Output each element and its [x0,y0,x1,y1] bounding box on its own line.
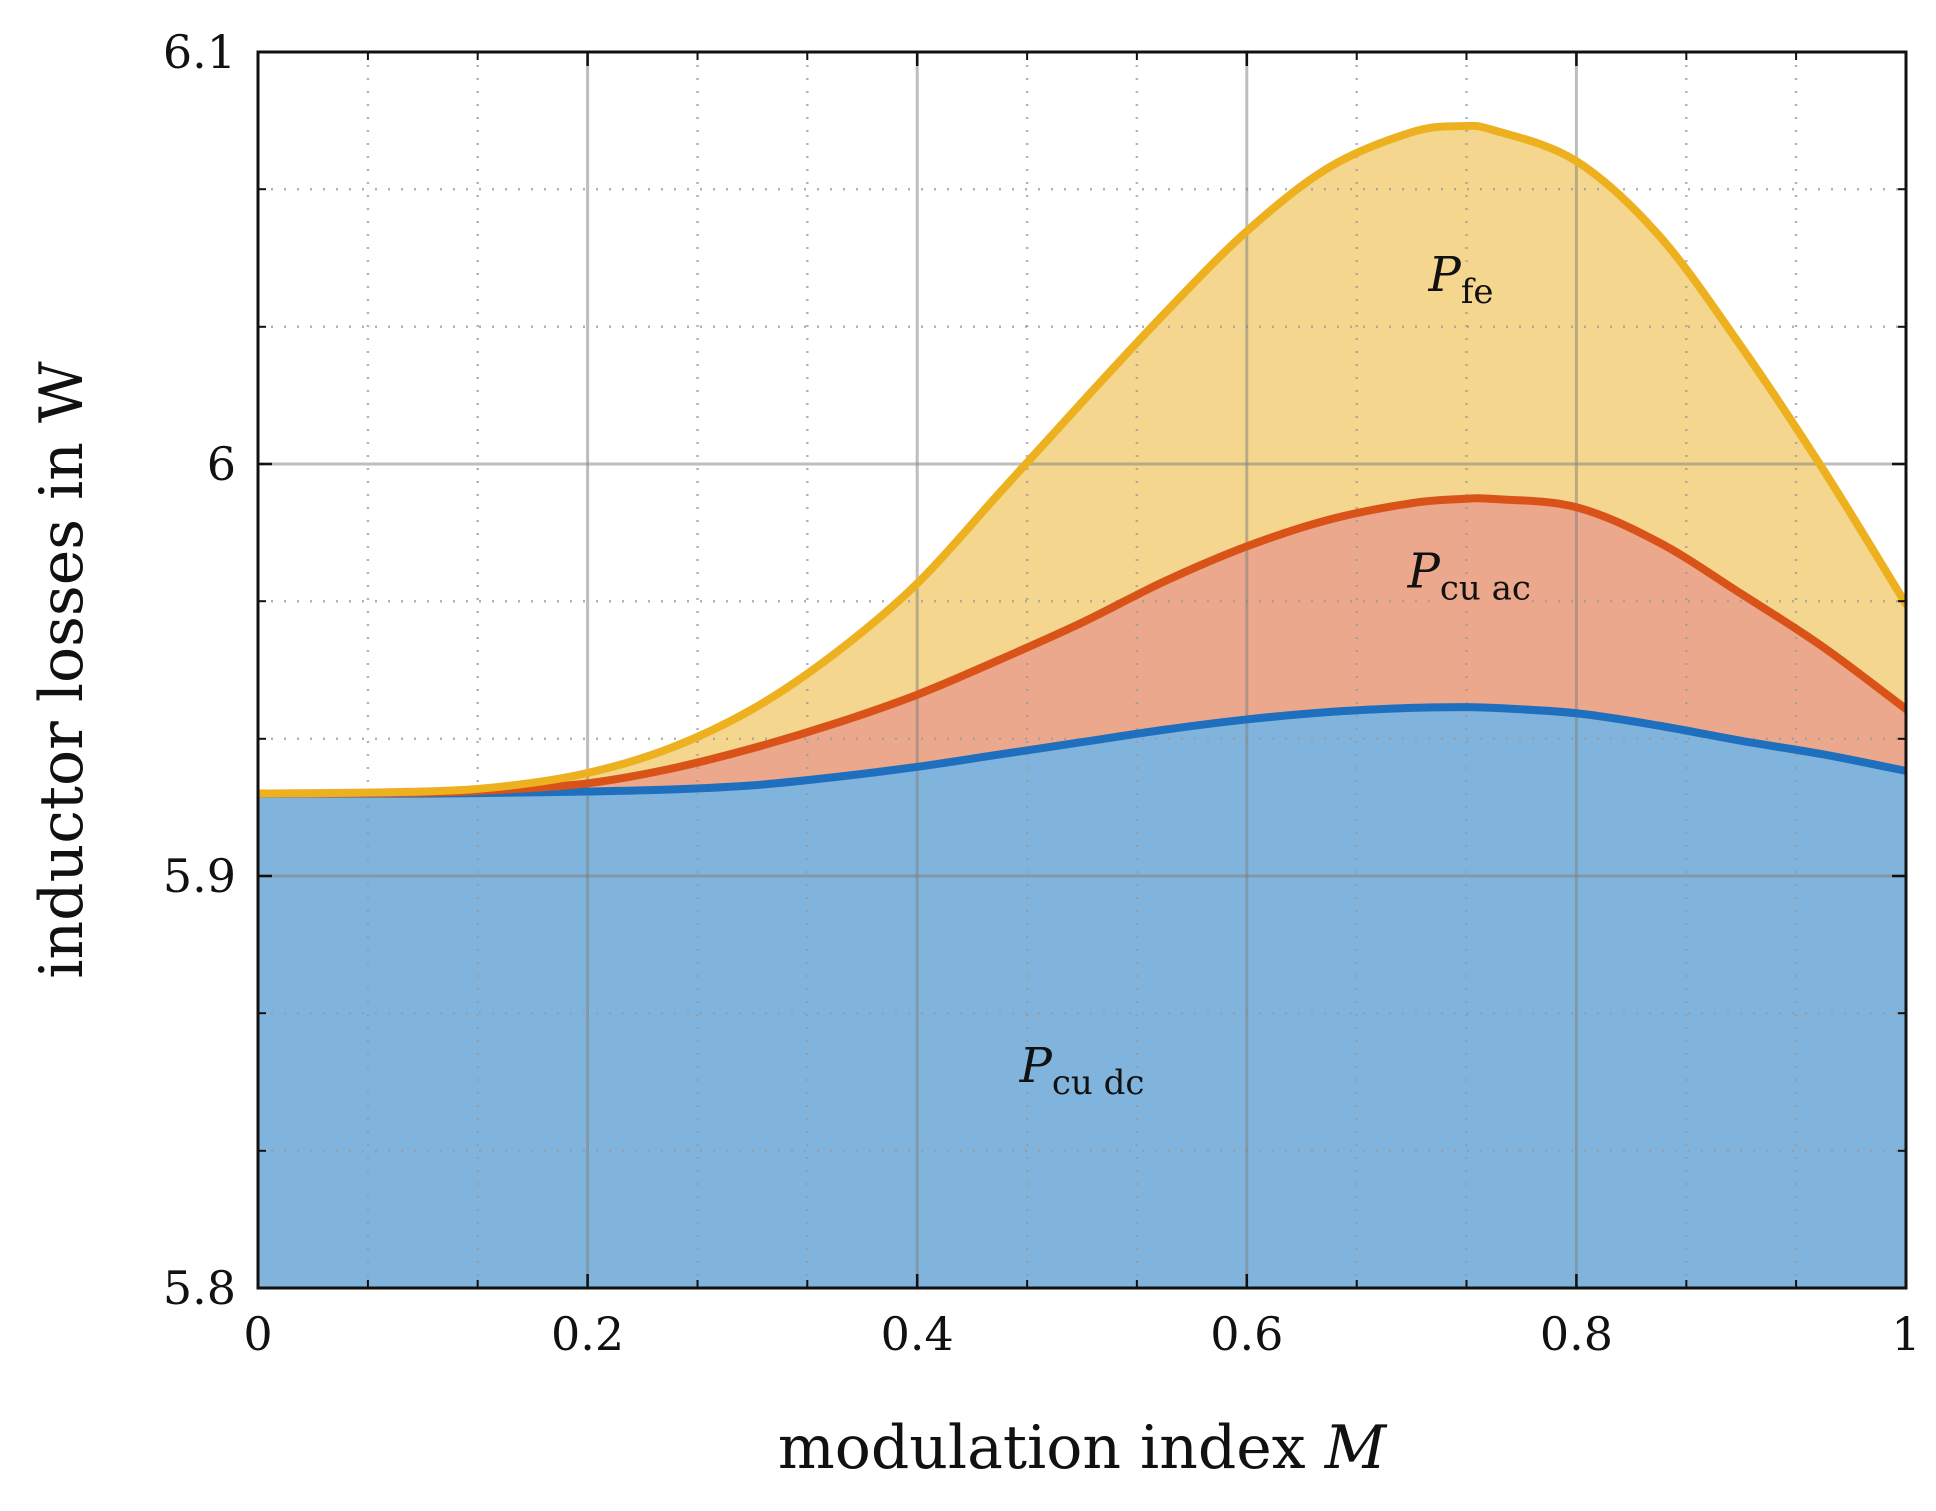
area-label-sub: cu ac [1440,569,1531,609]
plot-frame [256,50,1908,1290]
area-label-main: P [1428,247,1462,303]
x-tick-label: 1 [1891,1307,1920,1361]
area-label-sub: cu dc [1052,1063,1145,1103]
area-layer [258,125,1906,1288]
label-layer: 0 0.2 0.4 0.6 0.8 1 5.8 5.9 6 6.1 modulation index… [27,25,1921,1483]
area-label-main: P [1407,544,1441,600]
area-label-cu-ac: Pcu ac [1407,544,1531,609]
x-tick-label: 0.2 [551,1307,624,1361]
area-cu-dc [258,707,1906,1288]
x-axis-title: modulation index M [778,1413,1388,1483]
y-tick-label: 6 [207,437,236,491]
area-label-cu-dc: Pcu dc [1019,1038,1145,1103]
y-axis-title: inductor losses in W [27,361,97,979]
y-tick-label: 5.9 [163,849,236,903]
x-tick-label: 0.4 [881,1307,954,1361]
x-tick-label: 0.6 [1210,1307,1283,1361]
x-tick-label: 0 [243,1307,272,1361]
line-cu-dc [258,703,1906,798]
y-tick-label: 5.8 [163,1261,236,1315]
grid-layer [258,52,1906,1288]
frame-layer [256,50,1908,1290]
x-axis-title-text: modulation index [778,1413,1325,1483]
line-fe [258,121,1906,798]
area-label-main: P [1019,1038,1053,1094]
area-label-sub: fe [1461,272,1494,312]
x-tick-label: 0.8 [1540,1307,1613,1361]
x-axis-title-var: M [1324,1413,1388,1483]
y-tick-label: 6.1 [163,25,236,79]
line-layer [258,121,1906,798]
line-cu-ac [258,494,1906,798]
area-label-fe: Pfe [1428,247,1494,312]
